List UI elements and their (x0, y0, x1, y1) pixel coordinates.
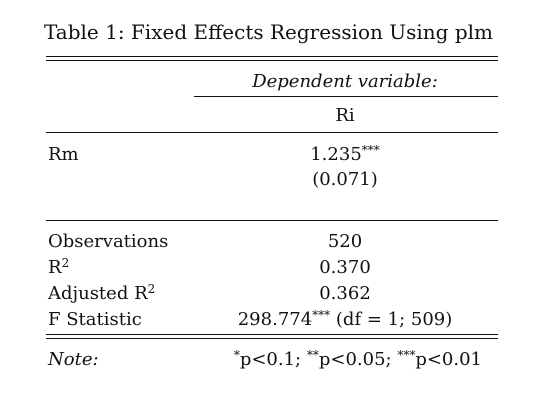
header-rule (46, 132, 498, 133)
coef-name: Rm (48, 144, 79, 165)
adjusted-r-squared-label-superscript: 2 (147, 282, 156, 296)
observations-value: 520 (327, 231, 363, 252)
note-p2-text: p<0.05; (318, 349, 398, 370)
f-statistic-stars: *** (312, 308, 331, 322)
adjusted-r-squared-label: Adjusted R2 (48, 283, 155, 305)
dependent-variable-underline (194, 96, 498, 97)
note-p1-text: p<0.1; (239, 349, 307, 370)
r-squared-label: R2 (48, 257, 69, 279)
coef-estimate-value: 1.235 (310, 144, 362, 165)
adjusted-r-squared-label-base: Adjusted R (48, 283, 148, 304)
note-p1-stars: * (233, 348, 240, 362)
top-rule-2 (46, 60, 498, 61)
r-squared-label-superscript: 2 (61, 256, 70, 270)
note-p3-stars: *** (397, 348, 416, 362)
r-squared-label-base: R (48, 257, 62, 278)
f-statistic-value: 298.774*** (df = 1; 509) (194, 309, 496, 331)
top-rule-1 (46, 56, 498, 57)
coef-significance-stars: *** (361, 143, 380, 157)
significance-note: *p<0.1; **p<0.05; ***p<0.01 (234, 349, 482, 371)
f-statistic-label: F Statistic (48, 309, 142, 330)
adjusted-r-squared-value: 0.362 (319, 283, 371, 304)
f-statistic-number: 298.774 (237, 309, 313, 330)
note-label: Note: (48, 349, 99, 370)
r-squared-value: 0.370 (319, 257, 371, 278)
f-statistic-df: (df = 1; 509) (330, 309, 453, 330)
coefficients-rule (46, 220, 498, 221)
dependent-variable-label: Dependent variable: (252, 71, 438, 92)
note-p3-text: p<0.01 (415, 349, 482, 370)
observations-label: Observations (48, 231, 169, 252)
note-p2-stars: ** (306, 348, 319, 362)
dependent-variable-name: Ri (335, 105, 355, 126)
bottom-rule-2 (46, 338, 498, 339)
bottom-rule-1 (46, 334, 498, 335)
coef-standard-error: (0.071) (312, 169, 378, 190)
coef-estimate: 1.235*** (194, 144, 496, 166)
table-caption: Table 1: Fixed Effects Regression Using … (44, 20, 493, 44)
